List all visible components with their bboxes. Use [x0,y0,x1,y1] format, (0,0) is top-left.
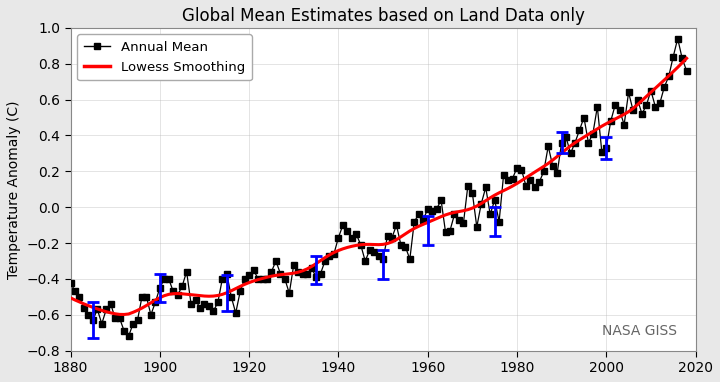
Y-axis label: Temperature Anomaly (C): Temperature Anomaly (C) [7,100,21,278]
Annual Mean [464,183,472,188]
Lowess Smoothing [392,237,401,242]
Line: Lowess Smoothing: Lowess Smoothing [71,58,687,314]
Annual Mean [683,69,691,73]
Lowess Smoothing [66,296,75,300]
Annual Mean [75,295,84,299]
Annual Mean [392,223,401,227]
Annual Mean [66,280,75,285]
Lowess Smoothing [464,207,472,212]
Lowess Smoothing [673,65,682,70]
Annual Mean [419,217,428,222]
Annual Mean [673,36,682,41]
Lowess Smoothing [120,312,128,317]
Text: NASA GISS: NASA GISS [602,324,677,338]
Line: Annual Mean: Annual Mean [68,36,690,339]
Annual Mean [71,289,79,294]
Title: Global Mean Estimates based on Land Data only: Global Mean Estimates based on Land Data… [181,7,585,25]
Annual Mean [125,334,133,338]
Lowess Smoothing [71,298,79,302]
Lowess Smoothing [419,222,428,227]
Lowess Smoothing [683,56,691,61]
Lowess Smoothing [75,300,84,304]
Annual Mean [678,56,686,61]
Legend: Annual Mean, Lowess Smoothing: Annual Mean, Lowess Smoothing [77,34,251,80]
